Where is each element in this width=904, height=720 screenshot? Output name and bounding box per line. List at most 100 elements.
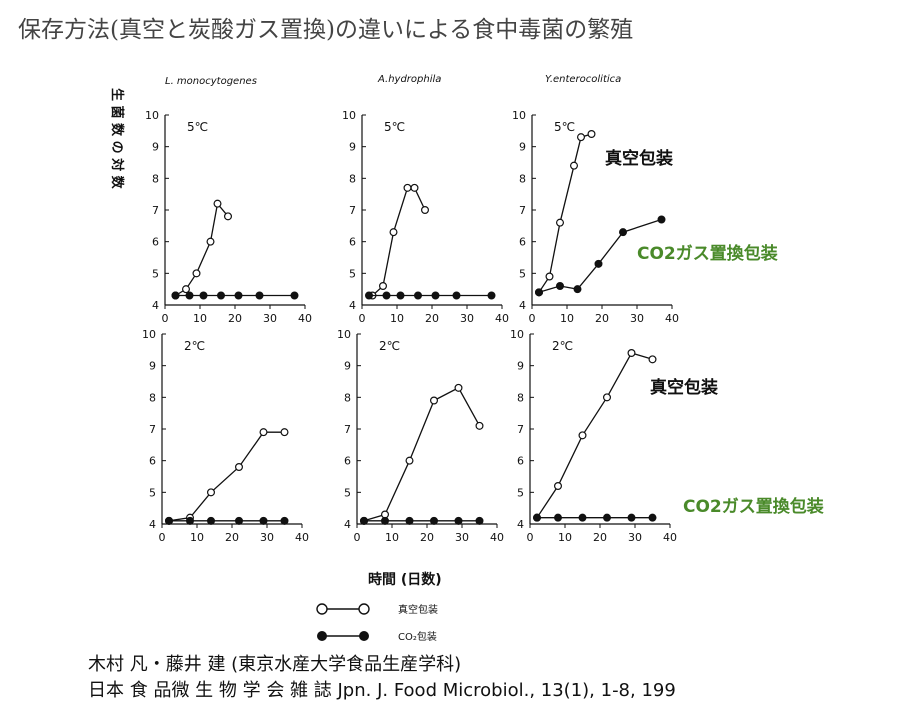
legend-vacuum-marker-right: [358, 603, 370, 615]
annotation-co2-bottom: CO2ガス置換包装: [683, 496, 824, 517]
y-tick-label: 7: [149, 423, 156, 436]
y-tick-label: 8: [344, 391, 351, 404]
data-point-co2: [165, 516, 174, 525]
y-tick-label: 6: [344, 455, 351, 468]
data-point-vacuum: [405, 456, 414, 465]
data-point-vacuum: [207, 488, 216, 497]
y-tick-label: 7: [344, 423, 351, 436]
data-point-co2: [618, 228, 627, 237]
x-tick-label: 30: [460, 312, 474, 325]
x-tick-label: 0: [159, 531, 166, 544]
data-point-vacuum: [235, 463, 244, 472]
data-point-vacuum: [576, 133, 585, 142]
data-point-vacuum: [648, 355, 657, 364]
y-tick-label: 8: [517, 391, 524, 404]
data-point-co2: [454, 516, 463, 525]
data-point-co2: [207, 516, 216, 525]
temperature-label: 2℃: [552, 339, 573, 353]
x-tick-label: 20: [425, 312, 439, 325]
data-point-co2: [602, 513, 611, 522]
y-tick-label: 9: [149, 360, 156, 373]
x-tick-label: 20: [225, 531, 239, 544]
y-tick-label: 7: [519, 204, 526, 217]
citation: 木村 凡・藤井 建 (東京水産大学食品生産学科) 日本 食 品微 生 物 学 会…: [88, 652, 676, 704]
data-point-vacuum: [192, 269, 201, 278]
y-tick-label: 10: [142, 328, 156, 341]
x-tick-label: 10: [190, 531, 204, 544]
x-tick-label: 0: [162, 312, 169, 325]
data-point-vacuum: [587, 130, 596, 139]
data-point-co2: [414, 291, 423, 300]
data-point-co2: [627, 513, 636, 522]
temperature-label: 5℃: [554, 120, 575, 134]
y-tick-label: 4: [517, 518, 524, 531]
x-tick-label: 40: [295, 531, 309, 544]
panel-listeria-2c: 4 5 6 7 8 9 10 0 10 20 30 40 2℃: [142, 328, 309, 544]
data-point-co2: [382, 291, 391, 300]
data-point-vacuum: [421, 206, 430, 215]
y-tick-label: 4: [149, 518, 156, 531]
x-tick-label: 20: [228, 312, 242, 325]
data-point-vacuum: [379, 282, 388, 291]
x-tick-label: 30: [260, 531, 274, 544]
data-point-co2: [452, 291, 461, 300]
data-point-co2: [555, 282, 564, 291]
panel-aeromonas-5c: 4 5 6 7 8 9 10 0 10 20 30 40 5℃: [342, 109, 509, 325]
data-point-co2: [396, 291, 405, 300]
data-point-vacuum: [280, 428, 289, 437]
data-point-co2: [290, 291, 299, 300]
data-point-vacuum: [475, 421, 484, 430]
data-point-vacuum: [545, 272, 554, 281]
y-tick-label: 5: [344, 486, 351, 499]
x-tick-label: 0: [529, 312, 536, 325]
data-point-co2: [475, 516, 484, 525]
x-tick-label: 30: [263, 312, 277, 325]
y-tick-label: 5: [517, 486, 524, 499]
data-point-co2: [259, 516, 268, 525]
data-point-vacuum: [403, 183, 412, 192]
x-tick-label: 10: [560, 312, 574, 325]
data-point-vacuum: [259, 428, 268, 437]
x-tick-label: 10: [390, 312, 404, 325]
data-point-co2: [578, 513, 587, 522]
x-tick-label: 20: [595, 312, 609, 325]
series-line-vacuum: [538, 133, 592, 293]
data-point-co2: [199, 291, 208, 300]
annotation-co2-top: CO2ガス置換包装: [637, 243, 778, 264]
data-point-co2: [573, 285, 582, 294]
series-line-vacuum: [168, 431, 285, 522]
organism-label-yersinia: Y.enterocolitica: [545, 74, 621, 85]
legend-co2-marker-right: [359, 631, 369, 641]
data-point-co2: [487, 291, 496, 300]
y-tick-label: 10: [342, 109, 356, 122]
panel-aeromonas-2c: 4 5 6 7 8 9 10 0 10 20 30 40 2℃: [337, 328, 504, 544]
data-point-co2: [171, 291, 180, 300]
x-tick-label: 10: [193, 312, 207, 325]
x-tick-label: 10: [558, 531, 572, 544]
x-tick-label: 10: [385, 531, 399, 544]
data-point-co2: [217, 291, 226, 300]
data-point-vacuum: [410, 183, 419, 192]
legend: 真空包装 CO₂包装: [316, 603, 438, 643]
data-point-co2: [430, 516, 439, 525]
y-tick-label: 8: [152, 172, 159, 185]
y-tick-label: 4: [349, 299, 356, 312]
x-tick-label: 40: [495, 312, 509, 325]
data-point-co2: [235, 516, 244, 525]
annotation-vacuum-bottom: 真空包装: [650, 377, 718, 398]
x-tick-label: 20: [593, 531, 607, 544]
x-tick-label: 0: [354, 531, 361, 544]
y-tick-label: 6: [152, 236, 159, 249]
y-tick-label: 10: [145, 109, 159, 122]
data-point-vacuum: [627, 349, 636, 358]
series-line-vacuum: [175, 202, 229, 297]
y-tick-label: 8: [149, 391, 156, 404]
panel-listeria-5c: 4 5 6 7 8 9 10 0 10 20 30 40 5℃: [145, 109, 312, 325]
y-tick-label: 4: [344, 518, 351, 531]
series-line-vacuum: [363, 386, 481, 522]
data-point-co2: [280, 516, 289, 525]
data-point-co2: [648, 513, 657, 522]
data-point-vacuum: [553, 482, 562, 491]
y-tick-label: 8: [349, 172, 356, 185]
